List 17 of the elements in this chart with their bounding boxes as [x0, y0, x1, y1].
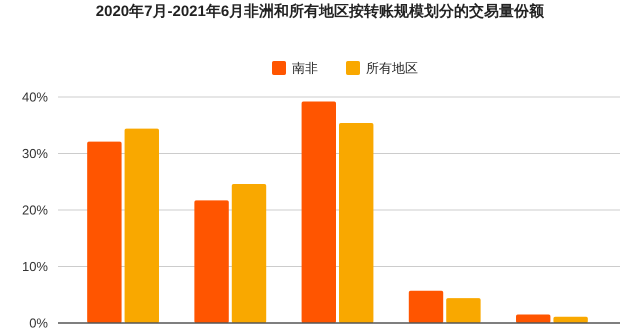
bar	[232, 184, 266, 323]
y-tick-label: 10%	[22, 259, 48, 274]
bar	[516, 314, 550, 323]
chart-title: 2020年7月-2021年6月非洲和所有地区按转账规模划分的交易量份额	[96, 2, 546, 20]
bar	[408, 290, 444, 323]
bar	[124, 128, 159, 323]
bar	[87, 142, 122, 323]
y-tick-label: 30%	[22, 146, 48, 162]
y-tick-label: 20%	[22, 202, 48, 218]
bar	[338, 122, 374, 323]
legend-label: 所有地区	[366, 60, 418, 76]
y-tick-label: 40%	[22, 90, 48, 105]
bar	[446, 298, 481, 323]
y-tick-label: 0%	[29, 316, 48, 331]
legend-label: 南非	[292, 60, 318, 76]
bar	[194, 200, 229, 323]
bar	[302, 102, 336, 323]
